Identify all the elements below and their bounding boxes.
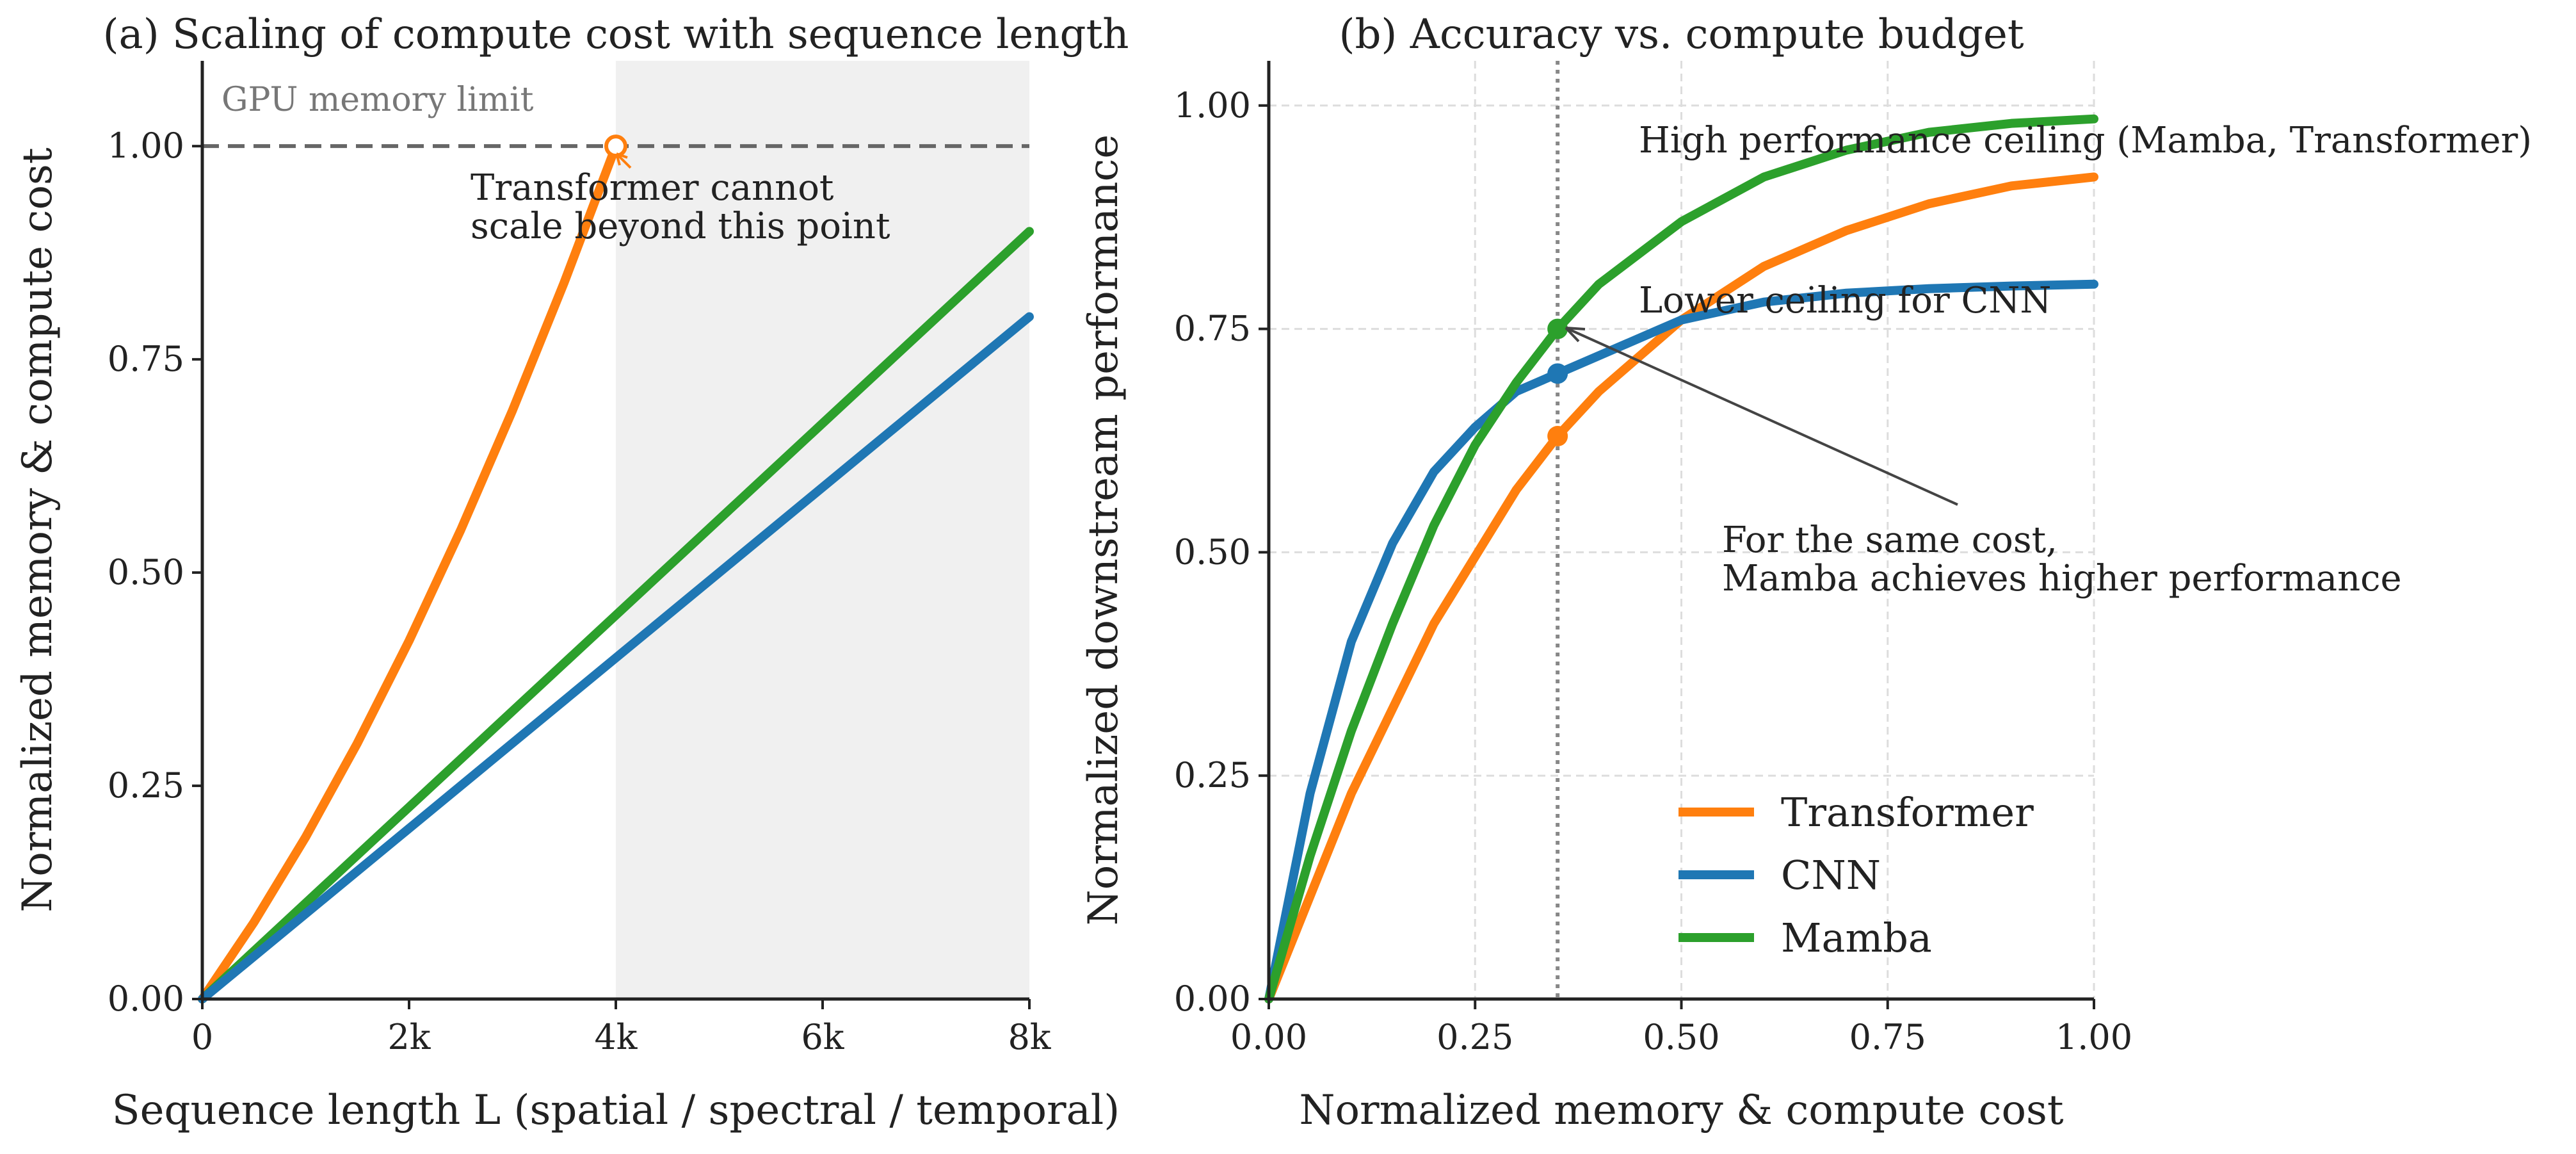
x-tick-label: 0.00 (1230, 1017, 1307, 1057)
annotation-arrow-head (1565, 327, 1586, 343)
y-tick-label: 0.75 (1174, 309, 1251, 349)
annotation-same-cost: For the same cost, (1722, 519, 2057, 561)
series-line-transformer (198, 142, 620, 1004)
x-tick-label: 4k (594, 1017, 638, 1057)
x-tick-label: 0.75 (1849, 1017, 1926, 1057)
panel-b (1259, 61, 2098, 1009)
y-tick-label: 0.25 (108, 765, 184, 806)
x-axis-label: Sequence length L (spatial / spectral / … (112, 1087, 1120, 1134)
annotation-transformer-limit: scale beyond this point (471, 206, 890, 247)
x-tick-label: 0.25 (1437, 1017, 1513, 1057)
x-tick-label: 0 (191, 1017, 213, 1057)
legend-label-cnn: CNN (1781, 852, 1881, 898)
y-tick-label: 0.50 (1174, 532, 1251, 572)
annotation-transformer-limit: Transformer cannot (471, 167, 834, 209)
y-axis-label: Normalized downstream performance (1080, 134, 1127, 926)
x-tick-label: 1.00 (2056, 1017, 2132, 1057)
annotation-same-cost: Mamba achieves higher performance (1722, 558, 2402, 599)
chart-title: (b) Accuracy vs. compute budget (1339, 11, 2024, 58)
annotation-arrow (1565, 327, 1958, 506)
y-tick-label: 0.50 (108, 552, 184, 592)
x-tick-label: 6k (801, 1017, 844, 1057)
marker-cnn-budget (1547, 363, 1568, 384)
y-tick-label: 0.00 (1174, 979, 1251, 1019)
series-line-cnn (198, 312, 1034, 1004)
gpu-memory-limit-label: GPU memory limit (221, 81, 534, 119)
series-line-mamba (198, 227, 1034, 1004)
marker-transformer-limit (604, 134, 627, 158)
annotation-arrow (615, 152, 632, 169)
chart-title: (a) Scaling of compute cost with sequenc… (103, 11, 1129, 58)
panel-a (192, 61, 1034, 1009)
x-axis-label: Normalized memory & compute cost (1299, 1087, 2063, 1134)
marker-mamba-budget (1547, 318, 1568, 339)
series-line-transformer (1264, 172, 2098, 1004)
y-tick-label: 0.00 (108, 979, 184, 1019)
legend-label-mamba: Mamba (1781, 914, 1932, 961)
y-tick-label: 1.00 (1174, 85, 1251, 126)
x-tick-label: 2k (387, 1017, 431, 1057)
y-axis-label: Normalized memory & compute cost (14, 147, 61, 912)
y-tick-label: 0.25 (1174, 755, 1251, 795)
shaded-region (616, 61, 1029, 999)
y-tick-label: 1.00 (108, 126, 184, 166)
x-tick-label: 8k (1008, 1017, 1051, 1057)
x-tick-label: 0.50 (1643, 1017, 1719, 1057)
annotation-cnn-ceiling: Lower ceiling for CNN (1639, 280, 2051, 321)
annotation-high-ceiling: High performance ceiling (Mamba, Transfo… (1639, 120, 2532, 161)
legend-label-transformer: Transformer (1781, 789, 2034, 836)
marker-transformer-budget (1547, 426, 1568, 446)
y-tick-label: 0.75 (108, 339, 184, 379)
